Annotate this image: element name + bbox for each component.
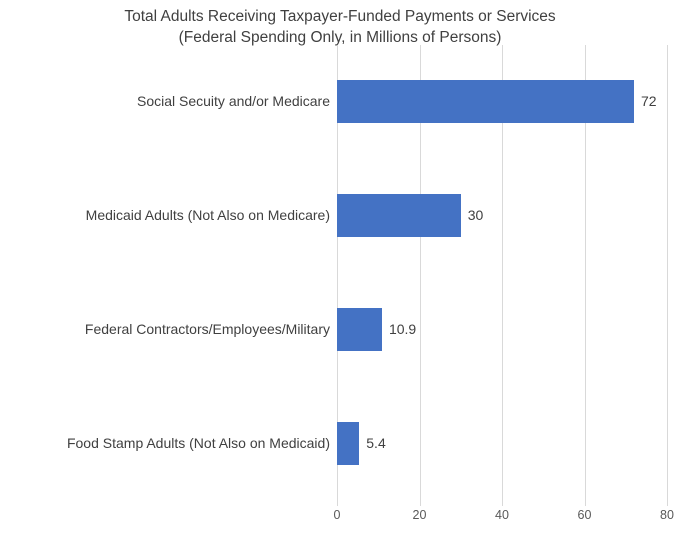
bar [337,194,461,238]
gridline [584,45,586,500]
axis-tick [584,500,586,506]
bar-row: Medicaid Adults (Not Also on Medicare) 3… [0,194,680,238]
axis-tick [502,500,503,506]
x-tick-label: 20 [412,508,427,522]
x-tick-label: 80 [660,508,674,522]
bar-row: Social Secuity and/or Medicare 72 [0,80,680,124]
bar [337,80,634,124]
bar-row: Federal Contractors/Employees/Military 1… [0,307,680,351]
gridline [667,45,668,500]
chart-title: Total Adults Receiving Taxpayer-Funded P… [0,6,680,48]
axis-tick [667,500,668,506]
x-tick-label: 40 [495,508,509,522]
chart-title-line-1: Total Adults Receiving Taxpayer-Funded P… [124,8,556,25]
bar [337,307,382,351]
category-label: Federal Contractors/Employees/Military [84,320,330,337]
data-label: 72 [641,93,657,110]
category-label: Food Stamp Adults (Not Also on Medicaid) [66,434,330,451]
axis-tick [419,500,421,506]
x-tick-label: 0 [333,508,341,522]
bar-row: Food Stamp Adults (Not Also on Medicaid)… [0,421,680,465]
gridline [419,45,421,500]
bar [337,421,360,465]
gridline [502,45,503,500]
axis-tick [337,500,338,506]
data-label: 5.4 [366,434,386,451]
chart-title-line-2: (Federal Spending Only, in Millions of P… [178,29,502,46]
gridline [337,45,338,500]
category-label: Social Secuity and/or Medicare [137,93,330,110]
data-label: 10.9 [388,320,417,337]
data-label: 30 [467,207,484,224]
x-tick-label: 60 [577,508,592,522]
category-label: Medicaid Adults (Not Also on Medicare) [85,207,330,224]
